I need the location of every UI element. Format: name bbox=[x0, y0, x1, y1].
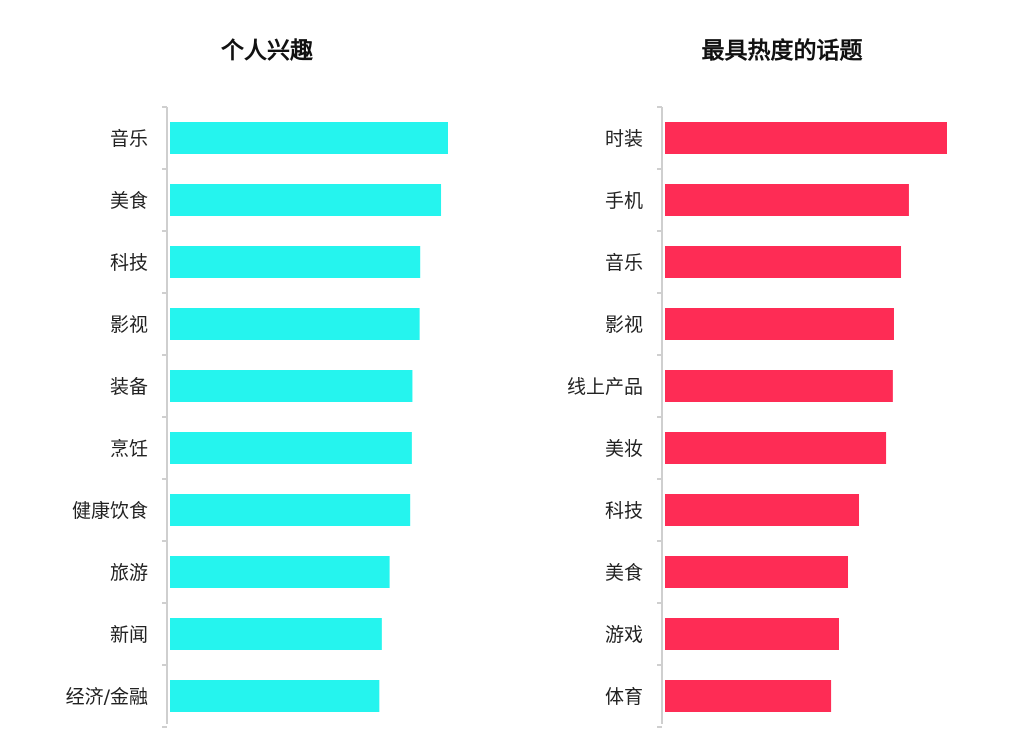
right-bar-8 bbox=[665, 618, 839, 650]
left-category-label: 美食 bbox=[110, 190, 148, 212]
right-bar-3 bbox=[665, 308, 894, 340]
right-bar-7 bbox=[665, 556, 849, 588]
right-category-label: 科技 bbox=[605, 500, 643, 522]
right-bar-4 bbox=[665, 370, 893, 402]
left-chart-title: 个人兴趣 bbox=[221, 38, 314, 64]
left-bar-2 bbox=[170, 246, 421, 278]
right-bar-5 bbox=[665, 432, 887, 464]
left-bar-0 bbox=[170, 122, 448, 154]
left-category-label: 健康饮食 bbox=[72, 500, 148, 522]
right-category-label: 时装 bbox=[605, 128, 643, 150]
left-category-label: 经济/金融 bbox=[66, 686, 148, 708]
right-category-label: 影视 bbox=[605, 314, 643, 336]
right-bar-6 bbox=[665, 494, 860, 526]
left-bar-5 bbox=[170, 432, 412, 464]
left-bar-1 bbox=[170, 184, 442, 216]
left-bar-7 bbox=[170, 556, 390, 588]
right-category-label: 线上产品 bbox=[567, 376, 643, 398]
right-bar-2 bbox=[665, 246, 902, 278]
left-bar-4 bbox=[170, 370, 413, 402]
left-bar-6 bbox=[170, 494, 411, 526]
right-category-label: 音乐 bbox=[605, 252, 643, 274]
right-category-label: 美妆 bbox=[605, 438, 643, 460]
right-bar-1 bbox=[665, 184, 909, 216]
right-bar-9 bbox=[665, 680, 832, 712]
left-category-label: 新闻 bbox=[110, 624, 148, 646]
right-bar-0 bbox=[665, 122, 947, 154]
left-category-label: 影视 bbox=[110, 314, 148, 336]
left-category-label: 旅游 bbox=[110, 562, 148, 584]
left-bar-8 bbox=[170, 618, 382, 650]
left-category-label: 音乐 bbox=[110, 128, 148, 150]
left-category-label: 烹饪 bbox=[110, 438, 148, 460]
left-bar-3 bbox=[170, 308, 420, 340]
right-category-label: 美食 bbox=[605, 562, 643, 584]
left-bar-9 bbox=[170, 680, 380, 712]
left-category-label: 装备 bbox=[110, 376, 148, 398]
right-category-label: 手机 bbox=[605, 190, 643, 212]
right-category-label: 游戏 bbox=[605, 624, 643, 646]
right-category-label: 体育 bbox=[605, 686, 643, 708]
right-chart-title: 最具热度的话题 bbox=[702, 37, 863, 64]
left-category-label: 科技 bbox=[110, 252, 148, 274]
